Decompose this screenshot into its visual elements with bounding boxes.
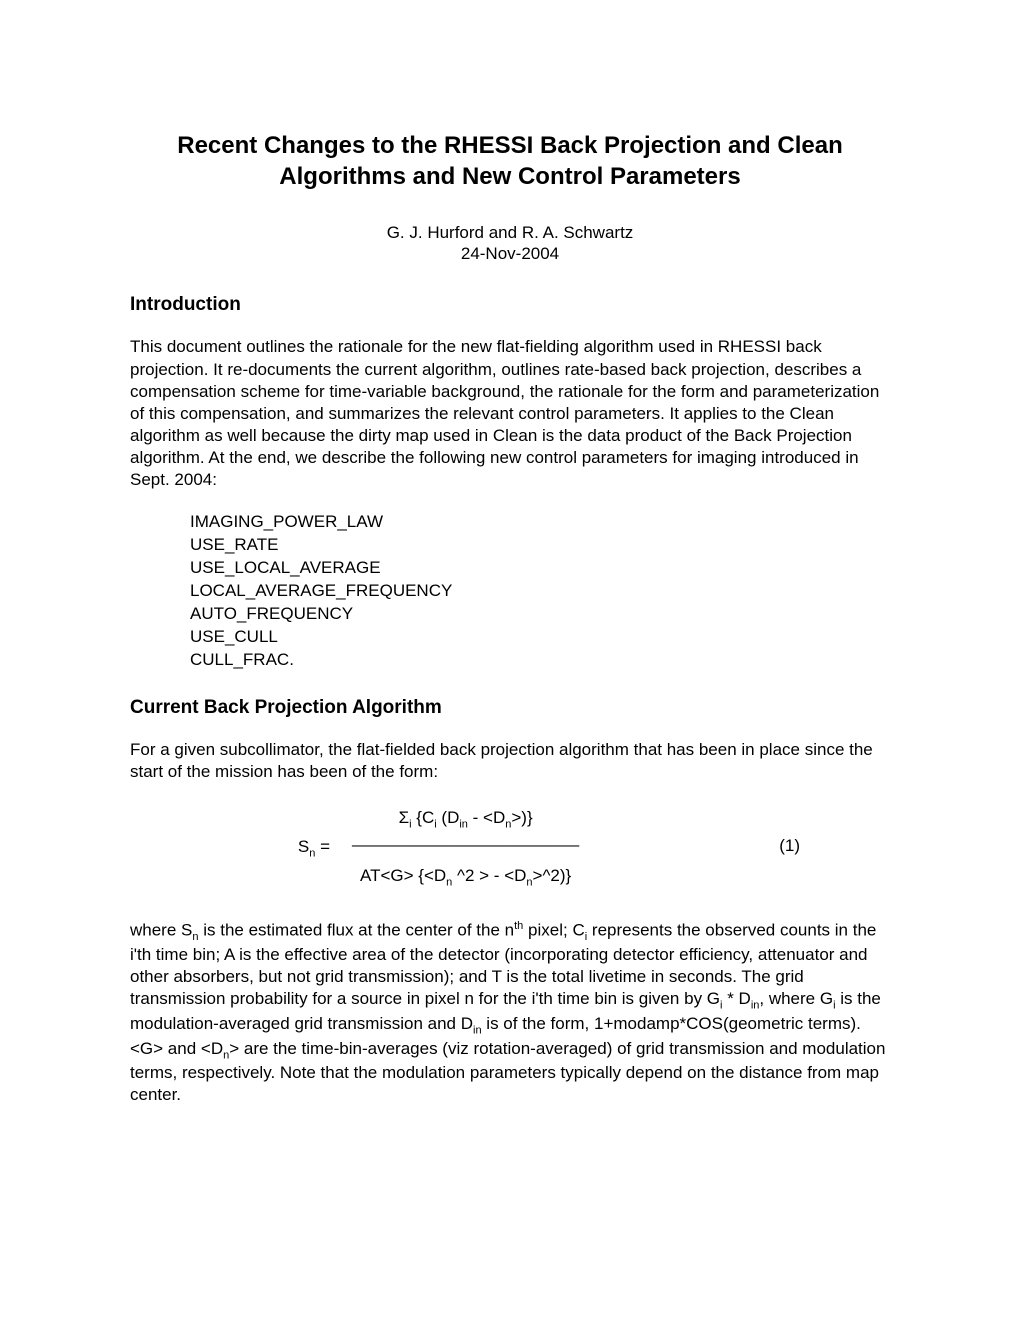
intro-paragraph: This document outlines the rationale for… bbox=[130, 336, 890, 491]
date-line: 24-Nov-2004 bbox=[130, 244, 890, 264]
param-item: AUTO_FREQUENCY bbox=[190, 603, 890, 626]
equation-1: Sn = Σi {Ci (Din - <Dn>)} ______________… bbox=[130, 808, 890, 889]
equation-fraction: Σi {Ci (Din - <Dn>)} ___________________… bbox=[350, 808, 581, 889]
equation-divider: ________________________ bbox=[350, 834, 581, 852]
equation-denominator: AT<G> {<Dn ^2 > - <Dn>^2)} bbox=[350, 852, 581, 888]
param-item: CULL_FRAC. bbox=[190, 649, 890, 672]
page-title: Recent Changes to the RHESSI Back Projec… bbox=[130, 130, 890, 192]
equation-number: (1) bbox=[779, 836, 800, 856]
param-item: USE_RATE bbox=[190, 534, 890, 557]
section-algorithm-heading: Current Back Projection Algorithm bbox=[130, 697, 890, 719]
explanation-paragraph: where Sn is the estimated flux at the ce… bbox=[130, 919, 890, 1107]
parameter-list: IMAGING_POWER_LAW USE_RATE USE_LOCAL_AVE… bbox=[190, 511, 890, 672]
equation-lhs: Sn = bbox=[130, 837, 350, 859]
section-introduction-heading: Introduction bbox=[130, 294, 890, 316]
param-item: USE_LOCAL_AVERAGE bbox=[190, 557, 890, 580]
param-item: IMAGING_POWER_LAW bbox=[190, 511, 890, 534]
authors-line: G. J. Hurford and R. A. Schwartz bbox=[130, 222, 890, 244]
param-item: USE_CULL bbox=[190, 626, 890, 649]
algorithm-paragraph: For a given subcollimator, the flat-fiel… bbox=[130, 739, 890, 783]
param-item: LOCAL_AVERAGE_FREQUENCY bbox=[190, 580, 890, 603]
